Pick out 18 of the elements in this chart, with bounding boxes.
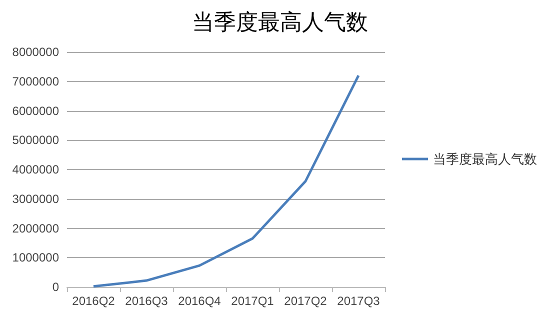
x-tick-label: 2016Q2	[72, 294, 116, 308]
y-tick-label: 6000000	[12, 104, 60, 118]
line-series	[92, 74, 360, 288]
y-tick-label: 2000000	[12, 221, 60, 236]
x-tick-label: 2016Q3	[125, 294, 168, 308]
y-tick-label: 8000000	[12, 45, 60, 59]
y-tick-label: 5000000	[12, 133, 60, 148]
y-tick-label: 1000000	[12, 250, 60, 265]
x-tick-label: 2017Q3	[337, 294, 380, 308]
chart-title: 当季度最高人气数	[192, 10, 368, 34]
x-tick-label: 2017Q2	[284, 294, 328, 308]
y-tick-label: 4000000	[12, 162, 60, 176]
x-tick-label: 2017Q1	[231, 294, 274, 308]
legend-label: 当季度最高人气数	[433, 152, 537, 166]
y-tick-label: 3000000	[12, 192, 60, 206]
y-tick-label: 7000000	[12, 74, 60, 88]
x-tick-label: 2016Q4	[178, 294, 222, 308]
y-tick-label: 0	[52, 280, 60, 294]
